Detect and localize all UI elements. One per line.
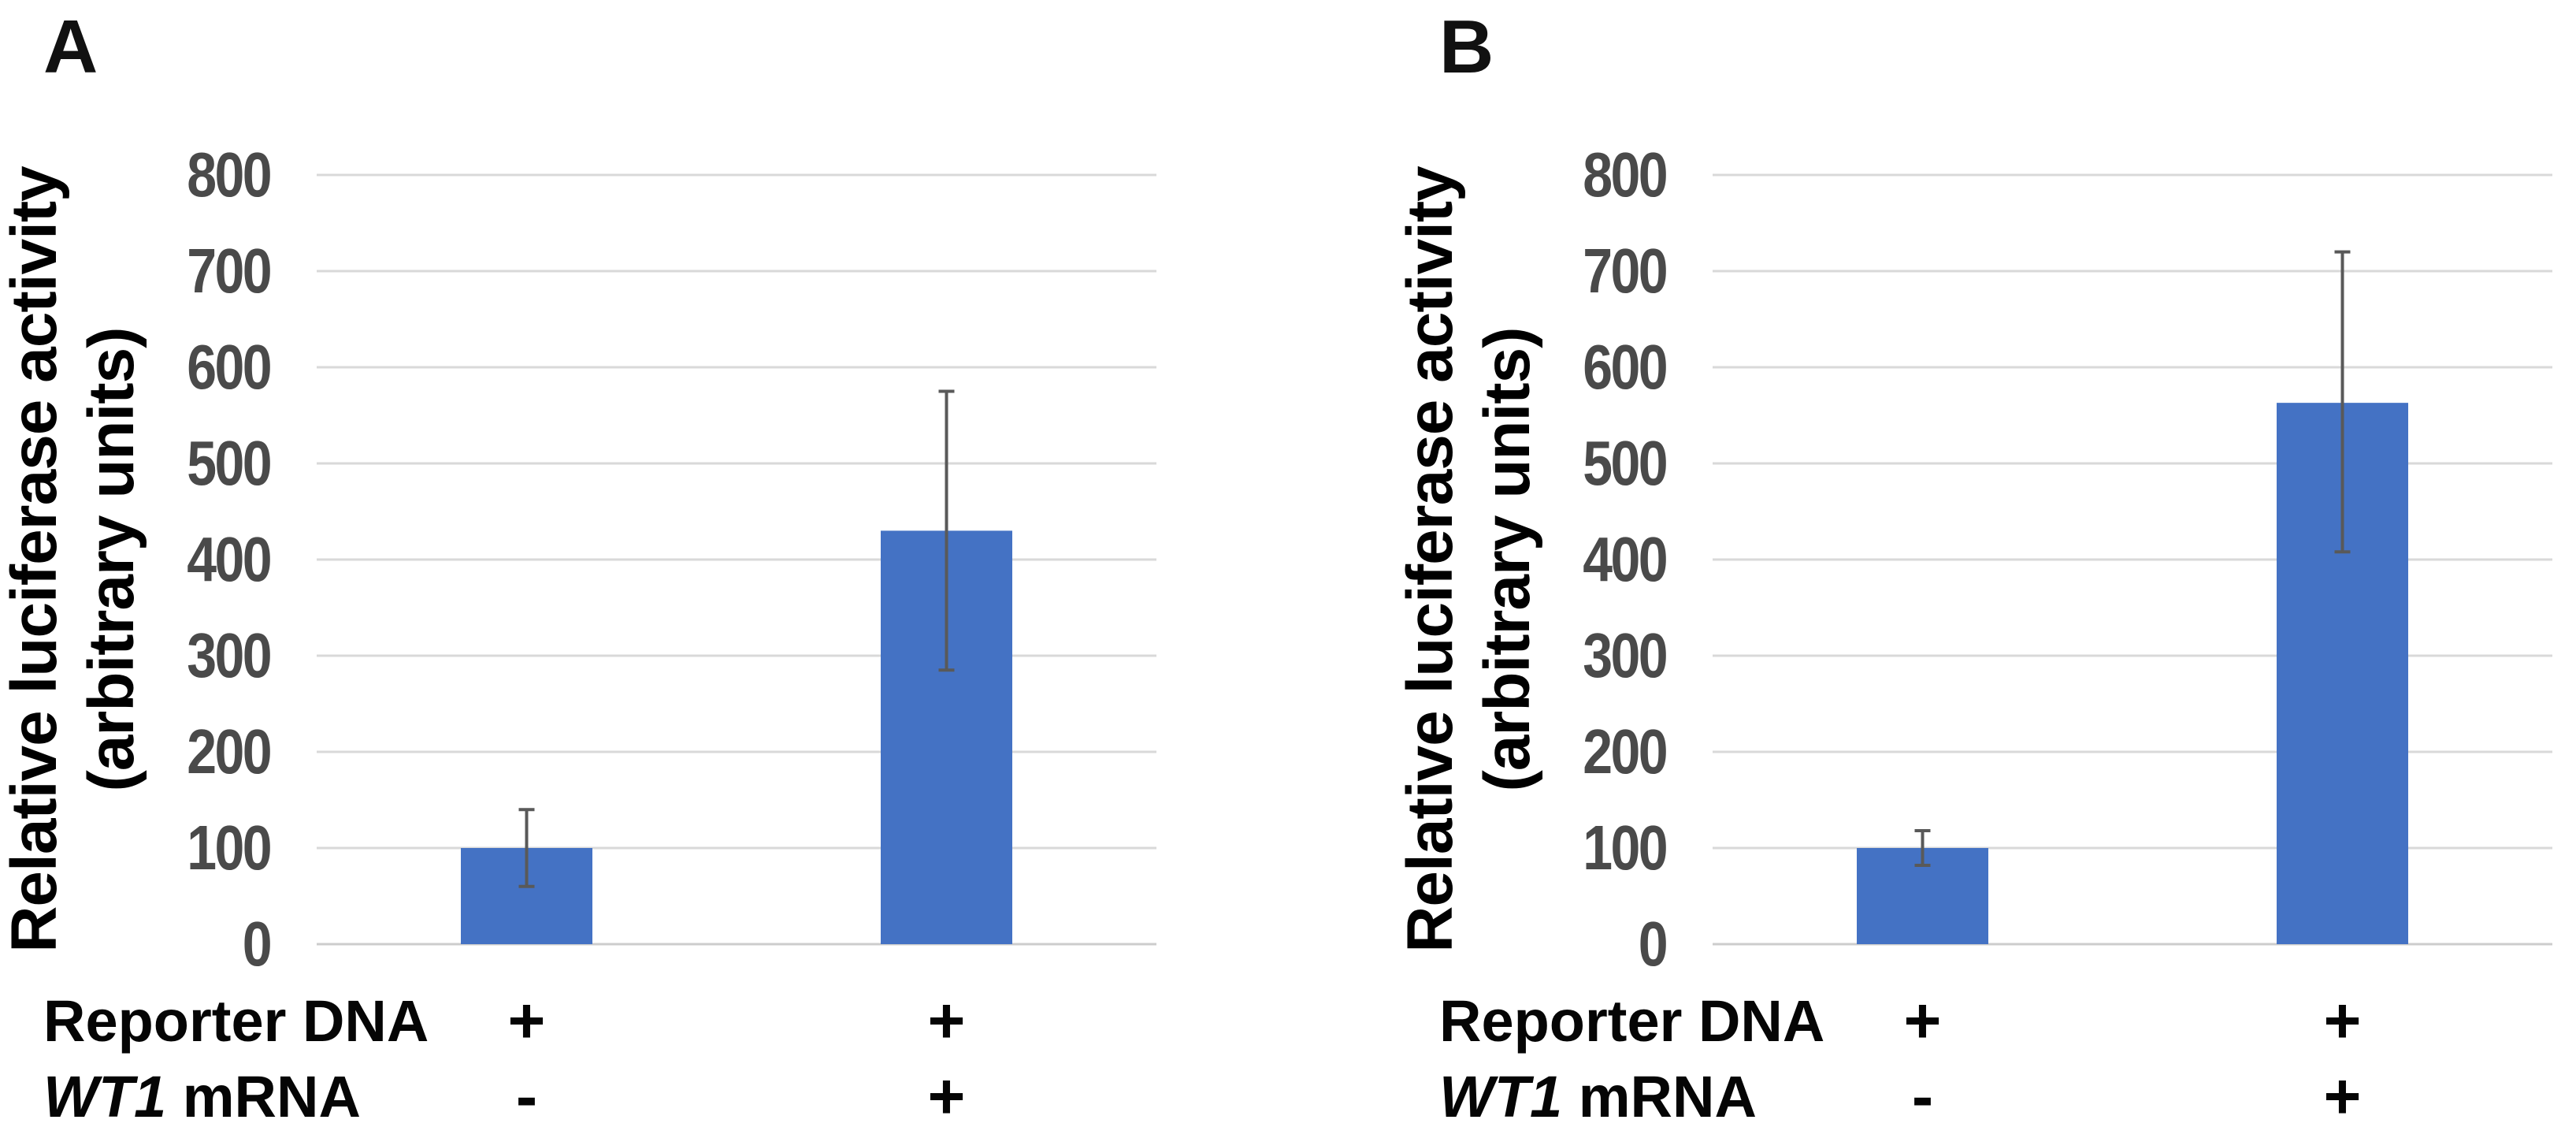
y-tick-label: 800	[1583, 139, 1668, 210]
panel-a-label: A	[43, 5, 98, 89]
condition-text: mRNA	[1562, 1064, 1757, 1127]
y-tick-label: 300	[187, 620, 272, 690]
gene-name-italic: WT1	[43, 1064, 167, 1127]
condition-row-label: WT1 mRNA	[43, 1062, 361, 1127]
y-tick-label: 200	[187, 716, 272, 787]
bar-chart-plot	[317, 173, 1156, 946]
condition-row-label: WT1 mRNA	[1439, 1062, 1757, 1127]
condition-sign: +	[2323, 1061, 2362, 1127]
y-tick-label: 0	[1638, 909, 1668, 979]
gene-name-italic: WT1	[1439, 1064, 1563, 1127]
y-tick-label: 200	[1583, 716, 1668, 787]
condition-sign: +	[1903, 985, 1942, 1057]
y-tick-label: 500	[187, 428, 272, 498]
y-tick-label: 100	[1583, 813, 1668, 883]
y-tick-label: 800	[187, 139, 272, 210]
y-tick-label: 600	[1583, 332, 1668, 402]
condition-sign: +	[927, 985, 966, 1057]
y-tick-label: 400	[187, 524, 272, 594]
panel-b-label: B	[1439, 5, 1494, 89]
condition-text: Reporter DNA	[43, 988, 429, 1054]
condition-sign: +	[927, 1061, 966, 1127]
y-tick-label: 100	[187, 813, 272, 883]
y-tick-label: 300	[1583, 620, 1668, 690]
condition-text: mRNA	[166, 1064, 361, 1127]
condition-text: Reporter DNA	[1439, 988, 1825, 1054]
condition-sign: -	[515, 1061, 538, 1127]
y-tick-label: 0	[242, 909, 273, 979]
y-tick-label: 700	[187, 236, 272, 306]
condition-sign: +	[2323, 985, 2362, 1057]
condition-row-label: Reporter DNA	[1439, 987, 1824, 1056]
condition-sign: -	[1911, 1061, 1934, 1127]
condition-sign: +	[507, 985, 546, 1057]
y-tick-label: 600	[187, 332, 272, 402]
bar-chart-plot	[1713, 173, 2552, 946]
condition-row-label: Reporter DNA	[43, 987, 429, 1056]
y-tick-label: 500	[1583, 428, 1668, 498]
y-tick-label: 700	[1583, 236, 1668, 306]
y-tick-label: 400	[1583, 524, 1668, 594]
